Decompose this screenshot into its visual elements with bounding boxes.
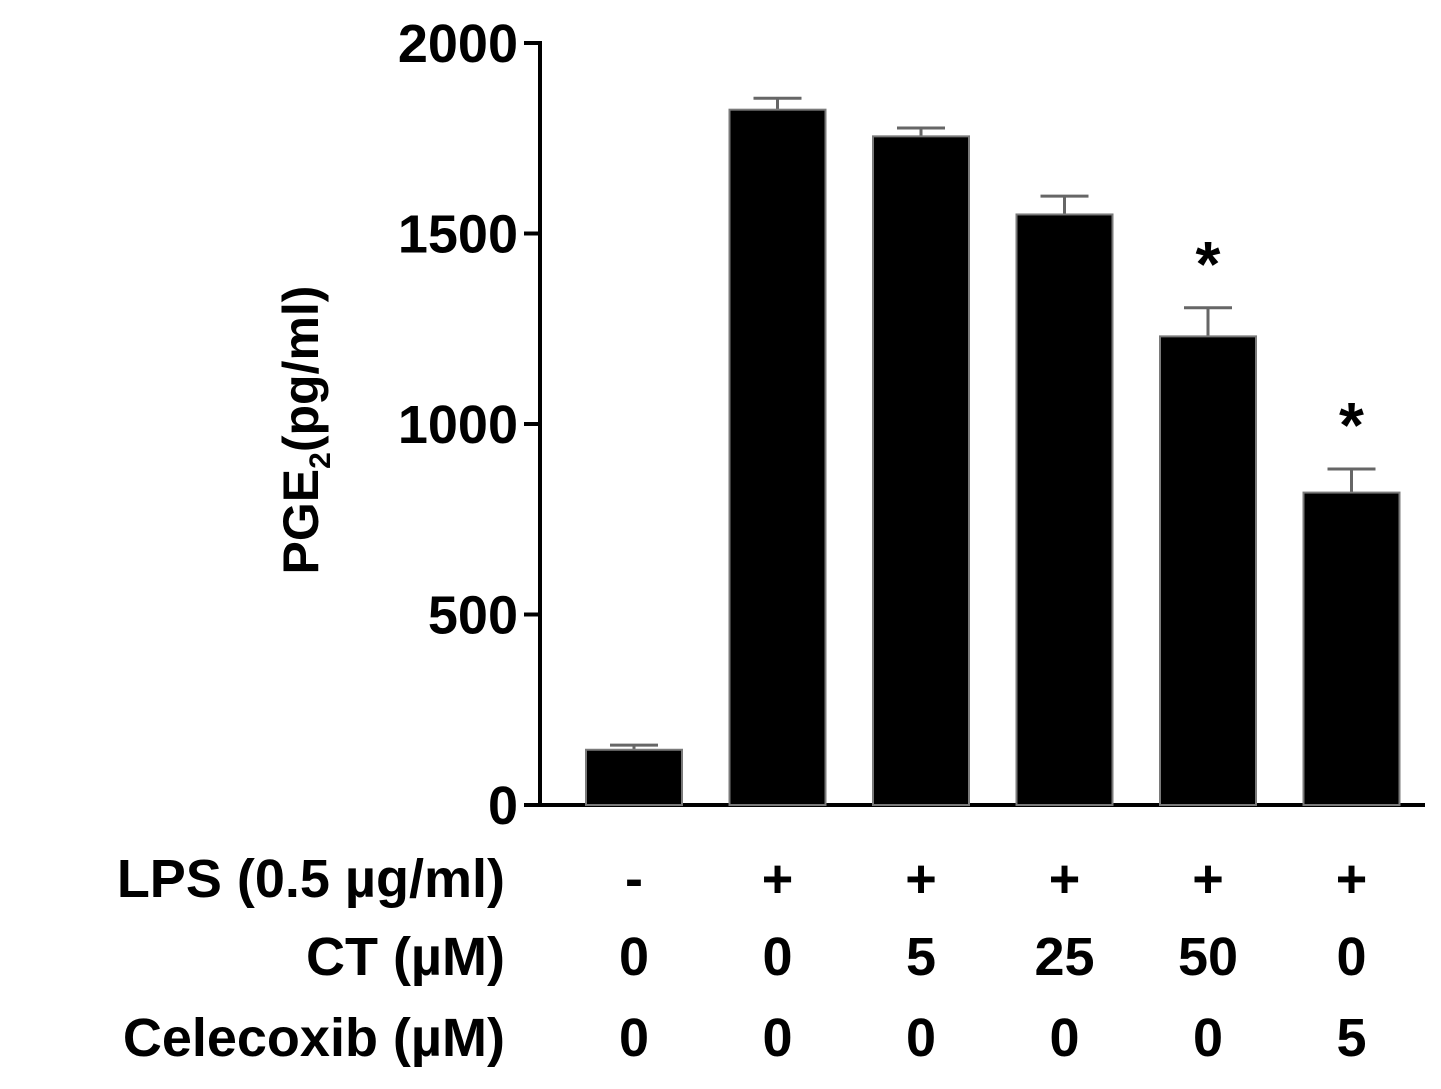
condition-row-label: LPS (0.5 µg/ml) (117, 849, 505, 909)
condition-value: + (905, 849, 937, 909)
condition-value: 0 (762, 1008, 792, 1068)
condition-row-label: Celecoxib (µM) (123, 1008, 505, 1068)
condition-table: LPS (0.5 µg/ml) - + + + + +CT (µM) 0 0 5 25 50 0Cele… (117, 849, 1367, 1068)
bar (728, 108, 827, 807)
condition-value: 5 (906, 927, 936, 987)
condition-value: - (625, 849, 643, 909)
bar (585, 748, 683, 807)
condition-value: 0 (619, 1008, 649, 1068)
condition-value: 0 (1193, 1008, 1223, 1068)
y-ticks: 0 500 1000 1500 2000 (398, 14, 540, 836)
condition-value: 0 (1049, 1008, 1079, 1068)
bar (1159, 335, 1257, 806)
y-axis-label-subscript: 2 (304, 452, 337, 469)
condition-value: + (762, 849, 794, 909)
y-tick-label: 500 (428, 586, 518, 646)
condition-value: 0 (619, 927, 649, 987)
significance-marker: * (1339, 389, 1364, 461)
condition-value: + (1192, 849, 1224, 909)
condition-value: 5 (1336, 1008, 1366, 1068)
condition-value: 0 (762, 927, 792, 987)
condition-value: + (1049, 849, 1081, 909)
y-axis-label-unit: (pg/ml) (273, 286, 329, 453)
bar (1015, 213, 1114, 806)
bar (872, 135, 970, 807)
bar (1302, 491, 1401, 806)
condition-value: 0 (906, 1008, 936, 1068)
bars: ** (585, 96, 1401, 807)
y-tick-label: 1500 (398, 205, 518, 265)
axes (538, 41, 1425, 807)
y-axis-label-main: PGE (273, 469, 329, 575)
y-tick-label: 2000 (398, 14, 518, 74)
y-tick-label: 1000 (398, 395, 518, 455)
condition-value: 25 (1034, 927, 1094, 987)
condition-row-label: CT (µM) (306, 927, 505, 987)
condition-value: 0 (1336, 927, 1366, 987)
condition-value: 50 (1178, 927, 1238, 987)
y-tick-label: 0 (488, 776, 518, 836)
y-axis-label: PGE2(pg/ml) (273, 286, 337, 575)
significance-marker: * (1196, 228, 1221, 300)
condition-value: + (1336, 849, 1368, 909)
